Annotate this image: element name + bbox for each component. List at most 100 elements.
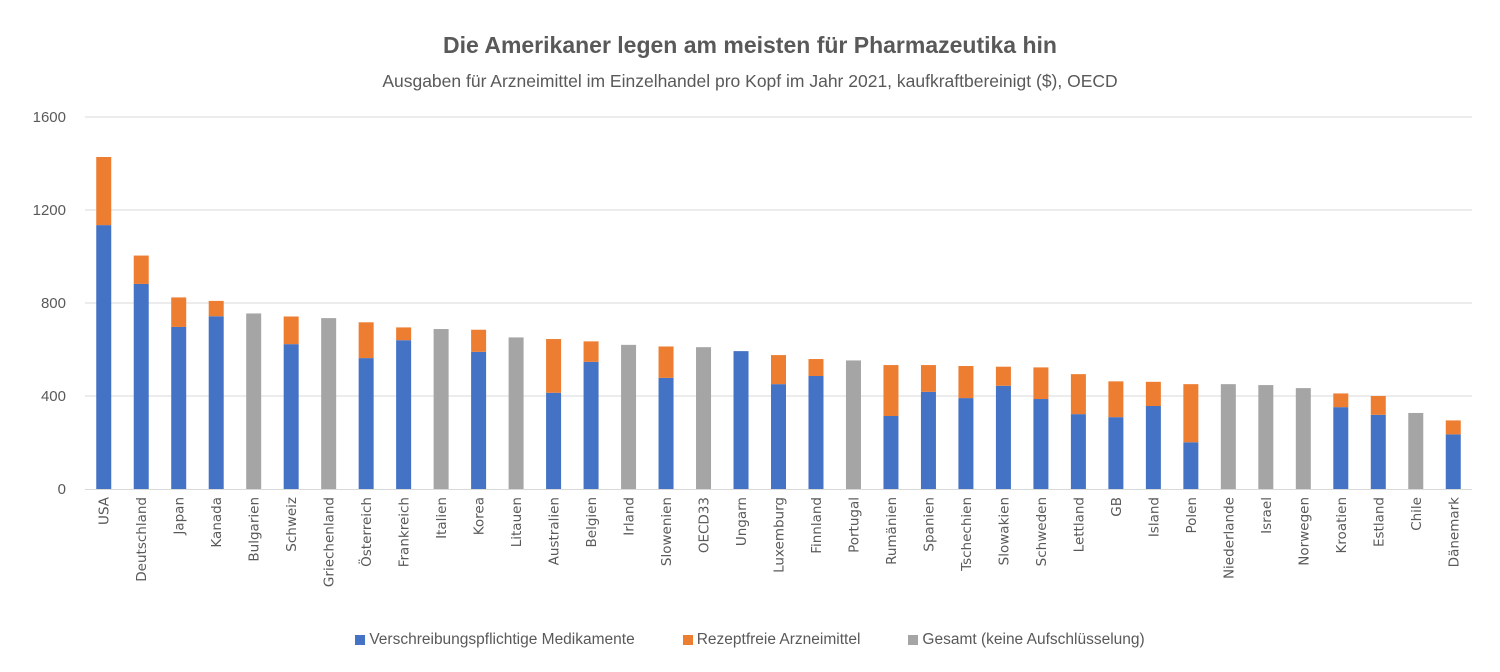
bar-korea-verschreibungspflichtige xyxy=(471,351,487,489)
bar-danemark-verschreibungspflichtige xyxy=(1445,434,1461,489)
bar-norwegen-gesamt xyxy=(1295,388,1311,489)
bar-finnland-rezeptfreie xyxy=(808,359,824,377)
bar-tschechien-rezeptfreie xyxy=(958,366,974,399)
bar-luxemburg-rezeptfreie xyxy=(771,355,786,385)
y-tick-label: 1200 xyxy=(33,202,66,219)
x-tick-label-polen: Polen xyxy=(1184,497,1200,534)
bar-tschechien-verschreibungspflichtige xyxy=(958,398,974,489)
x-tick-label-chile: Chile xyxy=(1409,497,1425,531)
bar-luxemburg-verschreibungspflichtige xyxy=(771,384,786,489)
legend-swatch-otc xyxy=(682,635,693,645)
bar-slowenien-verschreibungspflichtige xyxy=(658,377,674,489)
bar-israel-gesamt xyxy=(1258,385,1274,489)
bar-polen-verschreibungspflichtige xyxy=(1183,442,1199,489)
x-tick-label-kroatien: Kroatien xyxy=(1334,497,1350,554)
bar-schweden-verschreibungspflichtige xyxy=(1033,399,1049,489)
legend-label-rx: Verschreibungspflichtige Medikamente xyxy=(369,631,635,648)
x-tick-label-schweiz: Schweiz xyxy=(284,497,300,552)
x-tick-label-griechenland: Griechenland xyxy=(322,497,338,587)
bar-island-rezeptfreie xyxy=(1145,381,1161,406)
x-tick-label-schweden: Schweden xyxy=(1034,497,1050,566)
bar-slowakien-rezeptfreie xyxy=(995,366,1011,386)
bar-gb-rezeptfreie xyxy=(1108,381,1124,418)
bar-schweden-rezeptfreie xyxy=(1033,367,1049,400)
y-tick-label: 1600 xyxy=(33,109,66,126)
y-tick-label: 400 xyxy=(41,388,66,405)
bar-korea-rezeptfreie xyxy=(471,329,487,352)
bar-kanada-rezeptfreie xyxy=(208,300,224,317)
bar-kroatien-rezeptfreie xyxy=(1333,393,1349,408)
x-tick-label-estland: Estland xyxy=(1371,497,1387,547)
x-tick-label-danemark: Dänemark xyxy=(1446,497,1462,568)
bar-portugal-gesamt xyxy=(845,360,861,489)
x-tick-label-gb: GB xyxy=(1109,497,1125,517)
x-tick-label-tschechien: Tschechien xyxy=(959,497,975,572)
chart-title: Die Amerikaner legen am meisten für Phar… xyxy=(443,32,1057,58)
x-tick-label-finnland: Finnland xyxy=(809,497,825,554)
bar-lettland-verschreibungspflichtige xyxy=(1070,414,1086,489)
x-tick-label-oecd33: OECD33 xyxy=(697,497,713,553)
x-tick-label-lettland: Lettland xyxy=(1071,497,1087,552)
bar-australien-rezeptfreie xyxy=(546,339,562,393)
x-tick-label-rumanien: Rumänien xyxy=(884,497,900,565)
bar-osterreich-rezeptfreie xyxy=(358,322,374,359)
y-tick-label: 0 xyxy=(58,481,66,498)
x-tick-label-japan: Japan xyxy=(172,497,188,536)
legend: Verschreibungspflichtige Medikamente Rez… xyxy=(0,631,1500,649)
bar-japan-rezeptfreie xyxy=(171,297,187,327)
bar-schweiz-verschreibungspflichtige xyxy=(283,344,299,489)
y-tick-label: 800 xyxy=(41,295,66,312)
x-tick-label-niederlande: Niederlande xyxy=(1221,497,1237,579)
bar-australien-verschreibungspflichtige xyxy=(546,392,562,489)
bar-deutschland-verschreibungspflichtige xyxy=(133,283,149,489)
bar-ungarn-verschreibungspflichtige xyxy=(733,351,749,489)
bar-slowakien-verschreibungspflichtige xyxy=(995,385,1011,489)
x-tick-label-litauen: Litauen xyxy=(509,497,525,547)
x-tick-label-bulgarien: Bulgarien xyxy=(247,497,263,562)
legend-item-otc: Rezeptfreie Arzneimittel xyxy=(682,631,861,649)
x-tick-label-osterreich: Österreich xyxy=(357,497,375,567)
bar-bulgarien-gesamt xyxy=(246,313,262,489)
x-tick-label-norwegen: Norwegen xyxy=(1296,497,1312,566)
legend-item-rx: Verschreibungspflichtige Medikamente xyxy=(355,631,635,649)
x-tick-label-usa: USA xyxy=(97,496,113,525)
legend-label-otc: Rezeptfreie Arzneimittel xyxy=(696,631,861,648)
x-tick-label-slowenien: Slowenien xyxy=(659,497,675,566)
x-tick-label-belgien: Belgien xyxy=(584,497,600,548)
y-axis-ticks: 0 400 800 1200 1600 xyxy=(33,109,66,498)
bar-belgien-rezeptfreie xyxy=(583,341,599,362)
bar-polen-rezeptfreie xyxy=(1183,384,1199,443)
bar-italien-gesamt xyxy=(433,329,449,489)
legend-swatch-rx xyxy=(355,635,366,645)
bar-gb-verschreibungspflichtige xyxy=(1108,417,1124,489)
x-tick-label-italien: Italien xyxy=(434,497,450,539)
bar-griechenland-gesamt xyxy=(321,318,337,489)
bar-chile-gesamt xyxy=(1408,412,1424,489)
bar-kroatien-verschreibungspflichtige xyxy=(1333,407,1349,489)
x-tick-label-korea: Korea xyxy=(472,497,488,535)
bar-rumanien-verschreibungspflichtige xyxy=(883,415,899,489)
x-tick-label-portugal: Portugal xyxy=(846,497,862,553)
x-axis-ticks: USA Deutschland Japan Kanada Bulgarien Schwei… xyxy=(97,496,1463,587)
legend-label-total: Gesamt (keine Aufschlüsselung) xyxy=(922,631,1145,648)
bar-spanien-rezeptfreie xyxy=(920,365,936,392)
bar-osterreich-verschreibungspflichtige xyxy=(358,358,374,489)
bar-niederlande-gesamt xyxy=(1220,384,1236,489)
bar-danemark-rezeptfreie xyxy=(1445,420,1461,435)
x-tick-label-spanien: Spanien xyxy=(921,497,937,552)
bar-irland-gesamt xyxy=(621,344,637,489)
bar-schweiz-rezeptfreie xyxy=(283,316,299,345)
legend-swatch-total xyxy=(908,635,919,645)
bar-deutschland-rezeptfreie xyxy=(133,255,149,284)
x-tick-label-slowakien: Slowakien xyxy=(996,497,1012,565)
x-tick-label-frankreich: Frankreich xyxy=(397,497,413,567)
bar-estland-rezeptfreie xyxy=(1370,396,1386,415)
bar-spanien-verschreibungspflichtige xyxy=(920,391,936,489)
bar-island-verschreibungspflichtige xyxy=(1145,405,1161,489)
bar-oecd33-gesamt xyxy=(696,347,712,489)
x-tick-label-island: Island xyxy=(1146,497,1162,537)
x-tick-label-luxemburg: Luxemburg xyxy=(772,497,788,573)
bar-litauen-gesamt xyxy=(508,337,524,489)
x-tick-label-ungarn: Ungarn xyxy=(734,497,750,546)
